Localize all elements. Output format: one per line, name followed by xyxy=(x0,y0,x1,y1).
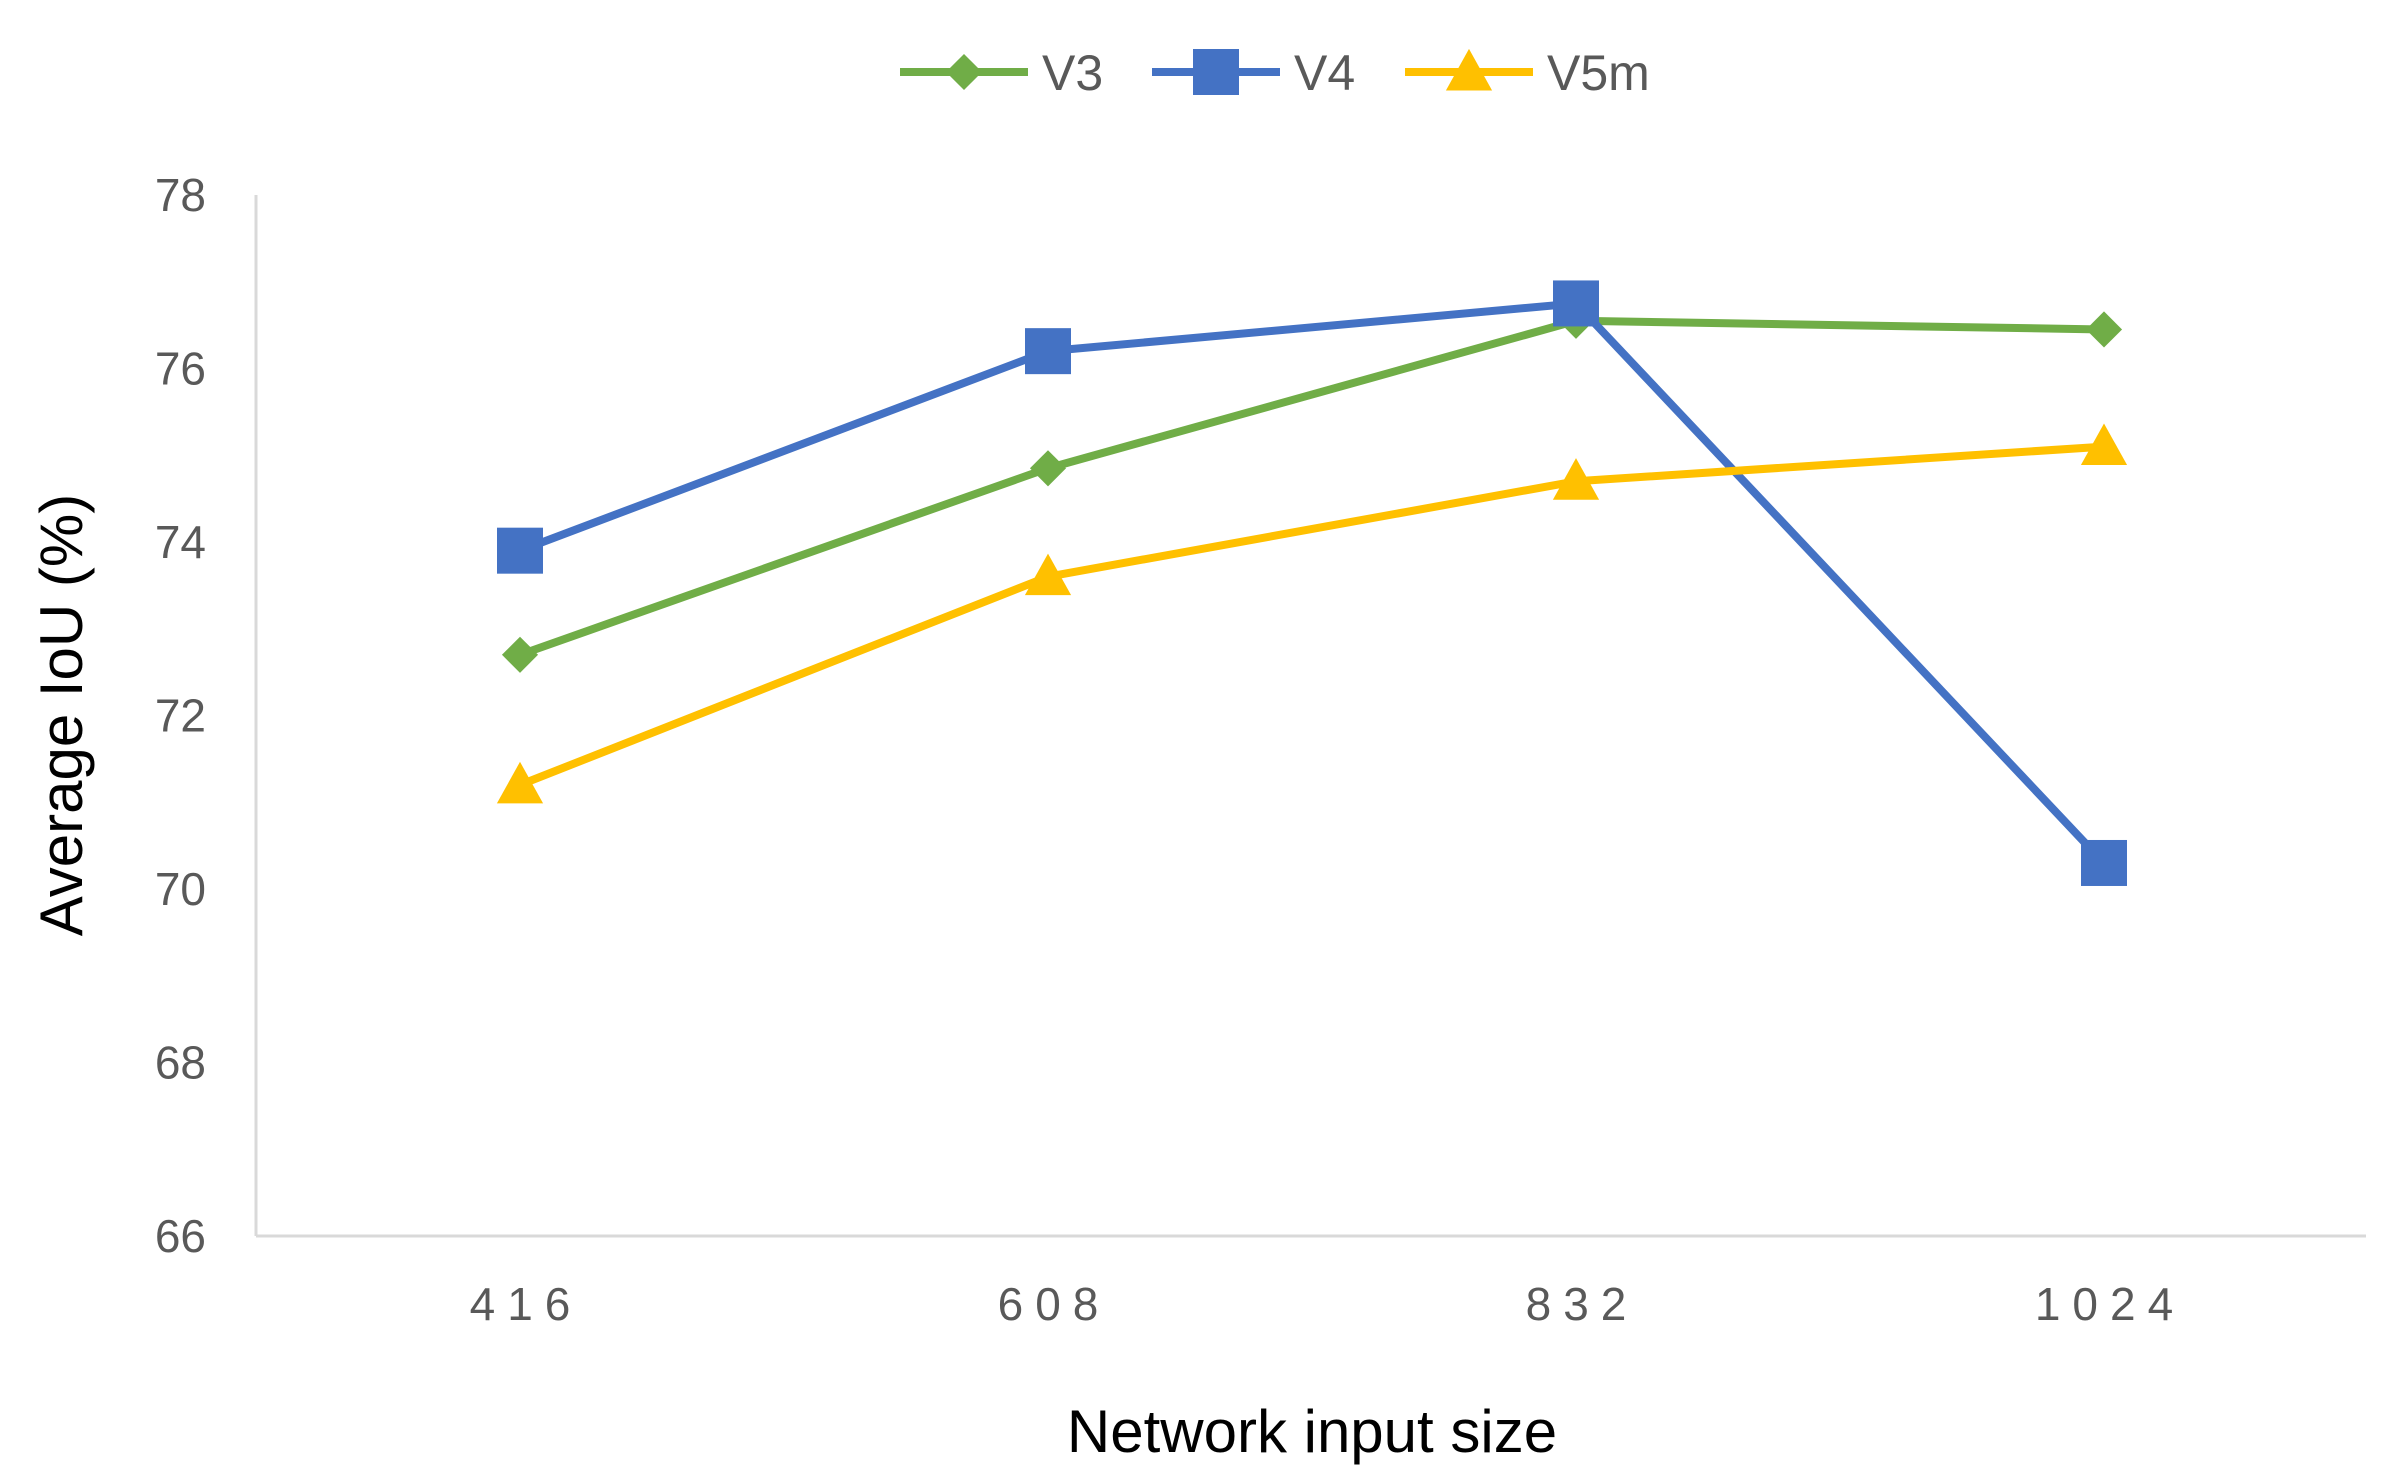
data-point-v3 xyxy=(501,636,539,673)
x-tick-label: 832 xyxy=(1526,1278,1639,1330)
data-point-v4 xyxy=(1553,280,1599,327)
legend-marker-v3 xyxy=(945,53,983,91)
series-line-v4 xyxy=(516,299,2108,867)
data-point-v4 xyxy=(2081,839,2127,886)
x-tick-label: 416 xyxy=(470,1278,583,1330)
y-axis-title: Average IoU (%) xyxy=(28,494,95,936)
data-point-v5m xyxy=(1024,553,1072,596)
y-tick-label: 76 xyxy=(155,343,206,395)
data-point-v4 xyxy=(497,527,543,574)
data-point-v5m xyxy=(496,761,544,804)
legend-label: V5m xyxy=(1547,45,1650,101)
y-tick-label: 66 xyxy=(155,1210,206,1262)
data-point-v4 xyxy=(1025,328,1071,375)
x-tick-label: 1024 xyxy=(2035,1278,2185,1330)
y-tick-labels: 66 68 70 72 74 76 78 xyxy=(155,169,206,1262)
data-point-v3 xyxy=(1029,450,1067,487)
legend-label: V3 xyxy=(1042,45,1103,101)
y-tick-label: 78 xyxy=(155,169,206,221)
legend-item-v3: V3 xyxy=(900,45,1103,101)
series-markers xyxy=(496,280,2128,886)
data-point-v5m xyxy=(2080,423,2128,466)
series-line-v3 xyxy=(516,316,2108,659)
legend-marker-v4 xyxy=(1193,49,1239,95)
x-tick-label: 608 xyxy=(998,1278,1111,1330)
axes xyxy=(254,195,2366,1238)
series-line-v5m xyxy=(516,442,2108,789)
legend-item-v5m: V5m xyxy=(1405,45,1650,101)
x-tick-labels: 416 608 832 1024 xyxy=(470,1278,2185,1330)
series-lines xyxy=(516,299,2108,867)
legend: V3 V4 V5m xyxy=(900,45,1650,101)
y-tick-label: 68 xyxy=(155,1037,206,1089)
legend-label: V4 xyxy=(1294,45,1355,101)
y-tick-label: 70 xyxy=(155,863,206,915)
legend-marker-v5m xyxy=(1445,48,1493,91)
x-axis-title: Network input size xyxy=(1067,1398,1557,1465)
y-tick-label: 74 xyxy=(155,516,206,568)
y-tick-label: 72 xyxy=(155,690,206,742)
legend-item-v4: V4 xyxy=(1152,45,1355,101)
data-point-v3 xyxy=(2085,311,2123,348)
data-point-v5m xyxy=(1552,458,1600,500)
